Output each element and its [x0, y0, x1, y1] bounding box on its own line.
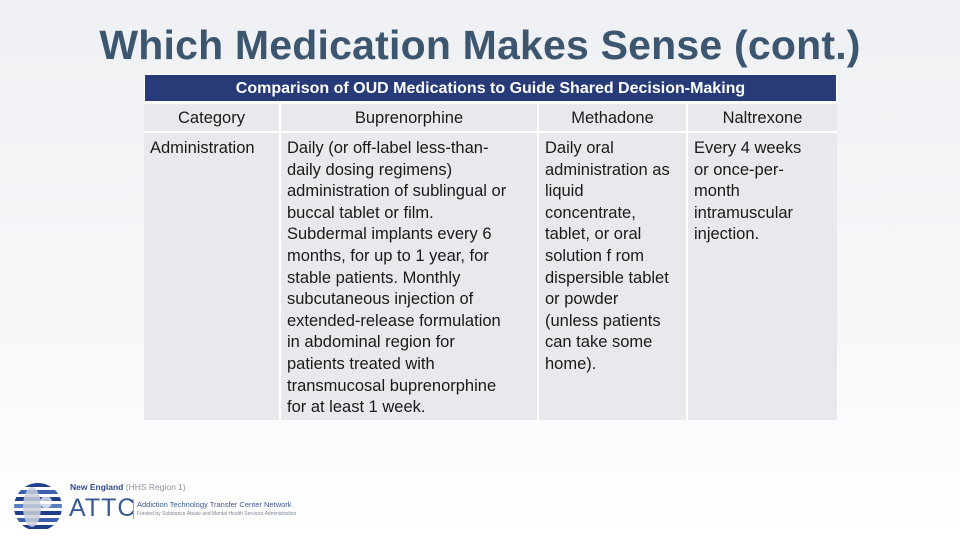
table-grid: Category Buprenorphine Methadone Naltrex… — [144, 102, 837, 420]
logo-region: (HHS Region 1) — [125, 482, 186, 492]
line: daily dosing regimens) — [287, 160, 453, 179]
table-caption: Comparison of OUD Medications to Guide S… — [144, 74, 837, 102]
logo-divider — [133, 499, 134, 519]
line: subcutaneous injection of — [287, 290, 474, 309]
line: transmucosal buprenorphine — [287, 376, 497, 395]
line: or powder — [545, 290, 619, 309]
header-methadone: Methadone — [539, 102, 688, 131]
line: injection. — [694, 225, 760, 244]
comparison-table: Comparison of OUD Medications to Guide S… — [144, 74, 837, 420]
line: (unless patients — [545, 311, 661, 330]
logo-region-line: New England (HHS Region 1) — [70, 482, 186, 492]
header-buprenorphine: Buprenorphine — [281, 102, 539, 131]
line: administration as — [545, 160, 670, 179]
category-text: Administration — [150, 139, 255, 157]
attc-logo: New England (HHS Region 1) ATTC Addictio… — [12, 478, 312, 538]
line: months, for up to 1 year, for — [287, 246, 489, 265]
line: tablet, or oral — [545, 225, 642, 244]
line: Daily oral — [545, 139, 614, 157]
line: Subdermal implants every 6 — [287, 225, 492, 244]
logo-funding-line: Funded by Substance Abuse and Mental Hea… — [137, 511, 297, 517]
logo-brand: ATTC — [69, 494, 137, 522]
line: intramuscular — [694, 203, 794, 222]
header-naltrexone: Naltrexone — [688, 102, 837, 131]
line: extended-release formulation — [287, 311, 501, 330]
line: stable patients. Monthly — [287, 268, 461, 287]
cell-buprenorphine: Daily (or off-label less-than- daily dos… — [281, 131, 539, 420]
slide-title: Which Medication Makes Sense (cont.) — [99, 22, 861, 68]
line: administration of sublingual or — [287, 182, 507, 201]
cell-methadone: Daily oral administration as liquid conc… — [539, 131, 688, 420]
line: dispersible tablet — [545, 268, 669, 287]
cell-naltrexone: Every 4 weeks or once-per- month intramu… — [688, 131, 837, 420]
line: solution f rom — [545, 246, 645, 265]
globe-icon — [14, 483, 62, 531]
line: in abdominal region for — [287, 333, 455, 352]
line: buccal tablet or film. — [287, 203, 434, 222]
line: liquid — [545, 182, 584, 201]
line: patients treated with — [287, 354, 435, 373]
line: Every 4 weeks — [694, 139, 802, 157]
line: or once-per- — [694, 160, 784, 179]
line: for at least 1 week. — [287, 398, 426, 417]
header-category: Category — [144, 102, 281, 131]
line: Daily (or off-label less-than- — [287, 139, 489, 157]
line: home). — [545, 354, 597, 373]
line: concentrate, — [545, 203, 636, 222]
logo-network-name: Addiction Technology Transfer Center Net… — [137, 500, 292, 509]
logo-new-england: New England — [70, 482, 124, 492]
line: month — [694, 182, 740, 201]
cell-category: Administration — [144, 131, 281, 420]
line: can take some — [545, 333, 653, 352]
